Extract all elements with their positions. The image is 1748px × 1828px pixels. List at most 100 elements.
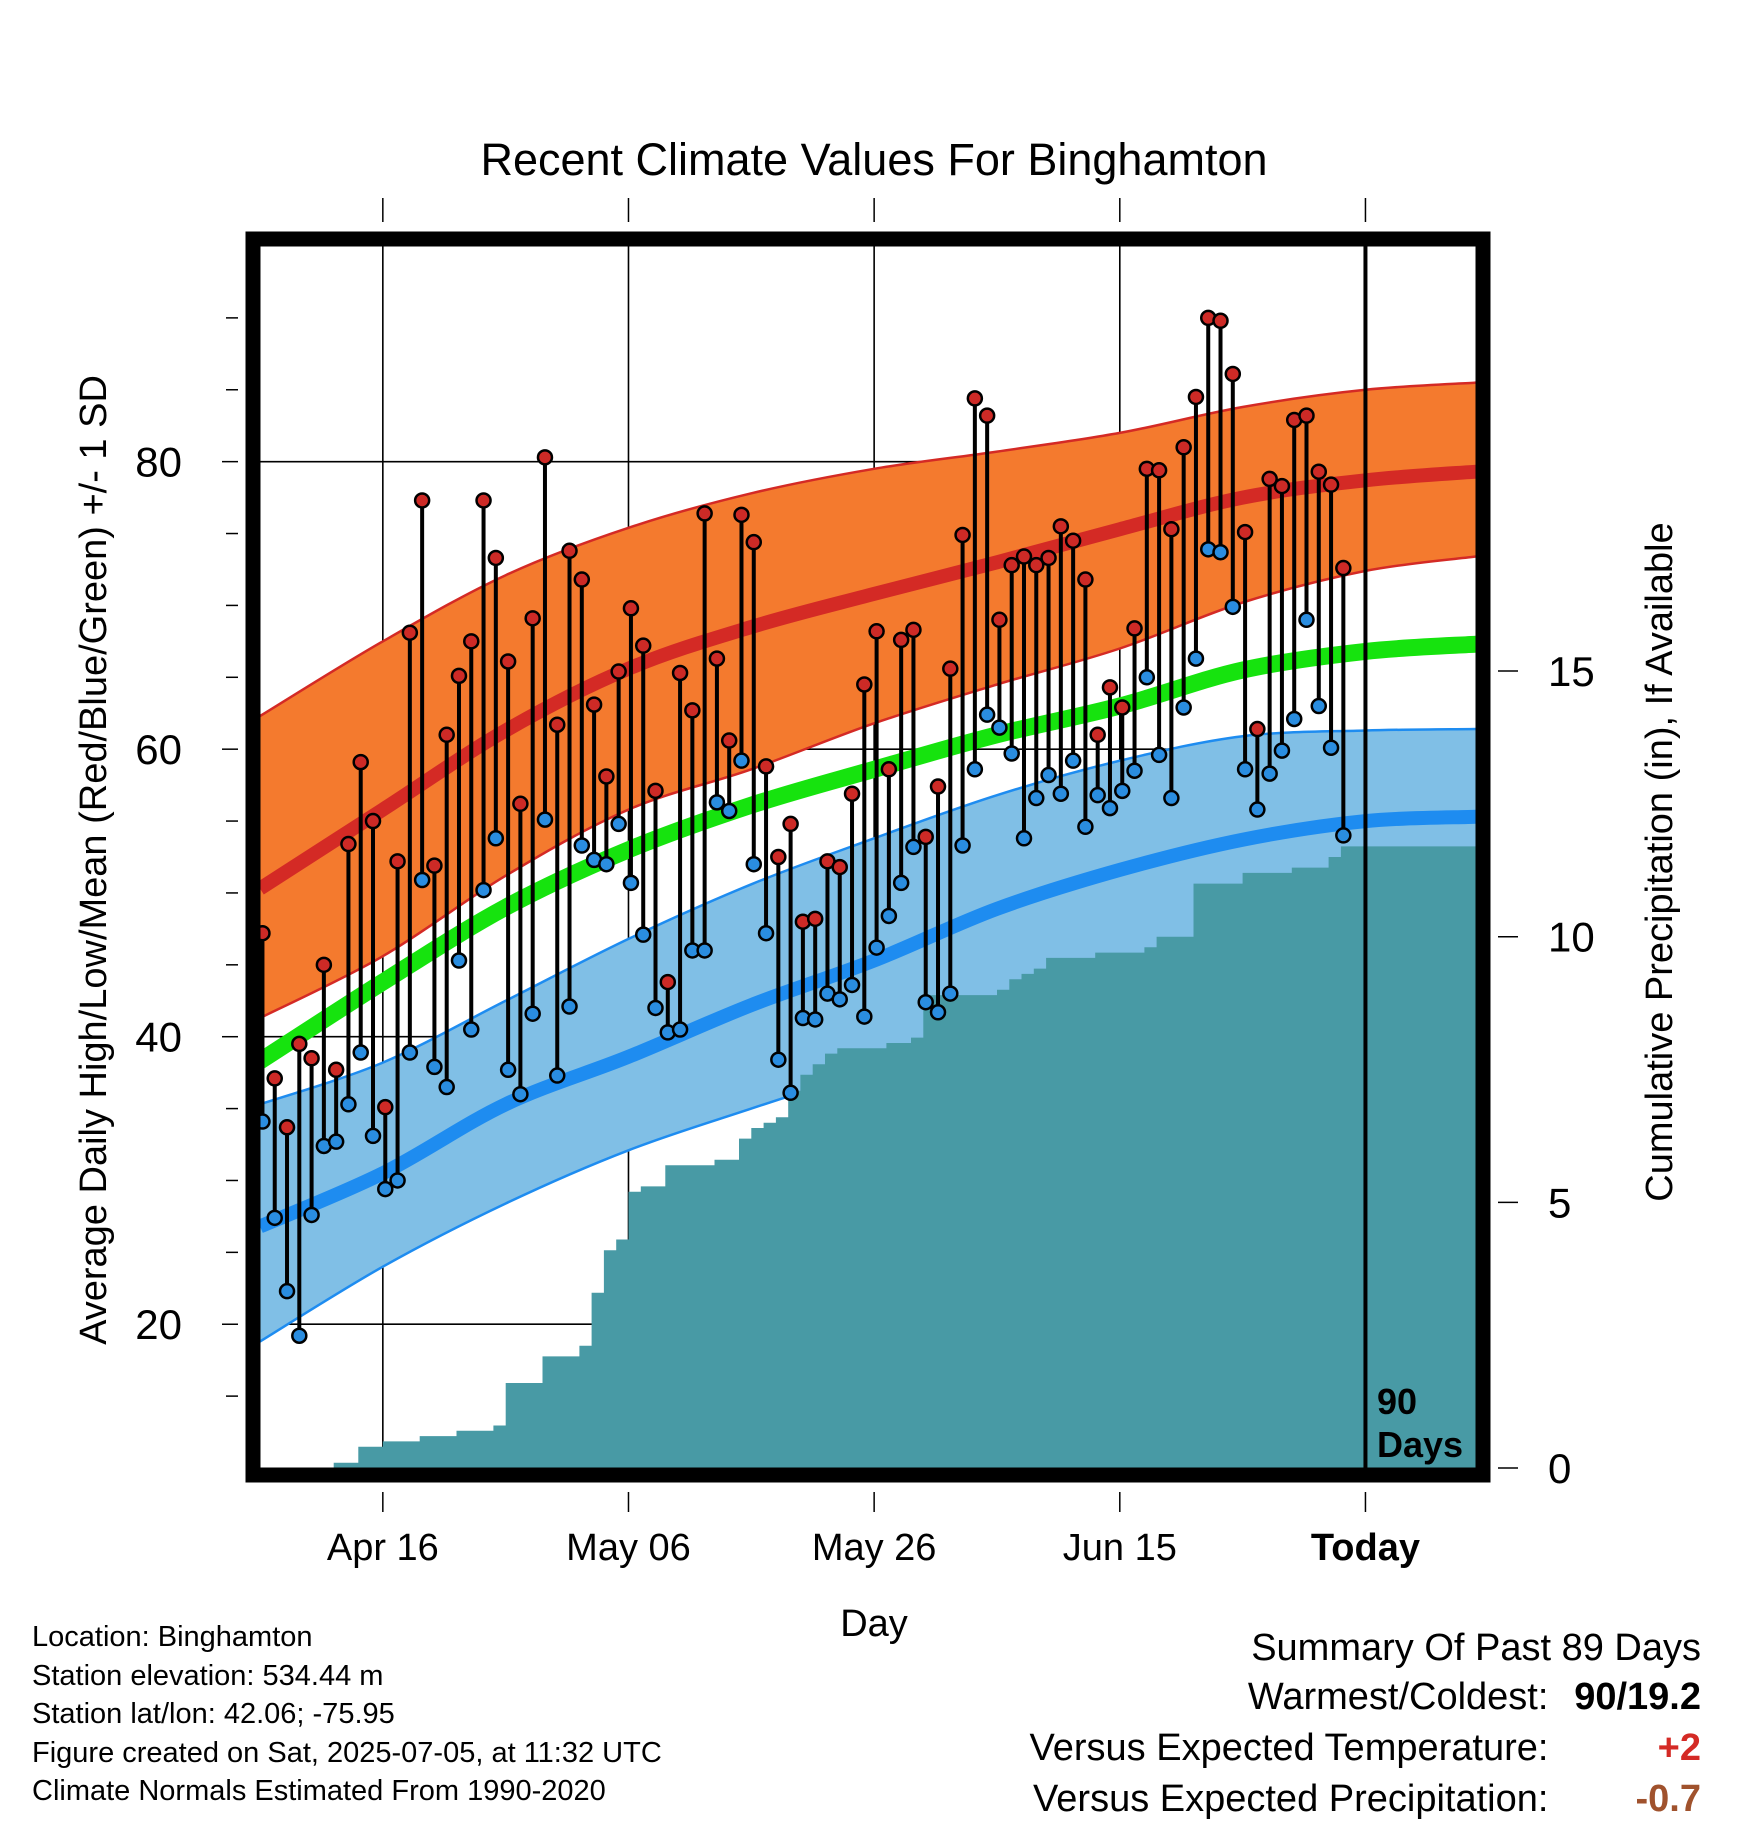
- high-marker: [733, 506, 750, 524]
- high-marker: [585, 696, 603, 713]
- high-marker: [757, 758, 775, 775]
- high-marker: [1175, 439, 1192, 456]
- low-marker: [1150, 746, 1168, 764]
- high-marker: [659, 973, 677, 991]
- low-marker: [720, 802, 738, 820]
- high-marker: [377, 1098, 394, 1116]
- high-marker: [426, 857, 443, 874]
- high-marker: [463, 633, 480, 650]
- high-marker: [548, 716, 566, 733]
- axis-labels: Recent Climate Values For Binghamton Day…: [73, 134, 1681, 1645]
- high-marker: [905, 621, 922, 639]
- low-marker: [1114, 782, 1131, 800]
- warmest-coldest-row: Warmest/Coldest: 90/19.2: [1030, 1672, 1701, 1723]
- low-marker: [708, 794, 726, 811]
- low-marker: [1077, 818, 1094, 836]
- high-marker: [278, 1119, 296, 1136]
- high-marker: [892, 631, 910, 649]
- location-text: Location: Binghamton: [32, 1621, 313, 1653]
- high-marker: [696, 505, 713, 522]
- low-marker: [1261, 765, 1278, 782]
- low-marker: [917, 993, 934, 1011]
- high-marker: [1273, 477, 1291, 495]
- low-marker: [696, 942, 713, 959]
- precip-vs-expected-label: Versus Expected Precipitation:: [1033, 1778, 1549, 1820]
- high-marker: [512, 795, 529, 813]
- low-marker: [1273, 742, 1291, 759]
- low-marker: [610, 815, 627, 833]
- high-marker: [340, 835, 357, 853]
- high-marker: [942, 660, 959, 677]
- x-tick-label: May 06: [566, 1527, 691, 1569]
- low-marker: [450, 952, 468, 969]
- y-tick-label: 40: [135, 1014, 182, 1061]
- x-tick-label: Jun 15: [1063, 1527, 1177, 1569]
- low-marker: [413, 871, 431, 889]
- high-marker: [1089, 726, 1106, 744]
- high-marker: [806, 910, 824, 928]
- high-marker: [991, 611, 1008, 629]
- high-marker: [1163, 520, 1180, 538]
- y-axis-label: Average Daily High/Low/Mean (Red/Blue/Gr…: [73, 375, 115, 1345]
- low-marker: [991, 719, 1008, 736]
- high-marker: [1052, 518, 1070, 535]
- created-text: Figure created on Sat, 2025-07-05, at 11…: [32, 1736, 662, 1769]
- high-marker: [831, 858, 848, 876]
- low-marker: [868, 939, 885, 956]
- low-marker: [1249, 801, 1266, 818]
- low-marker: [377, 1180, 394, 1198]
- high-marker: [1028, 556, 1045, 574]
- low-marker: [733, 752, 750, 769]
- low-marker: [1089, 786, 1106, 804]
- low-marker: [1064, 752, 1082, 769]
- low-marker: [880, 907, 898, 925]
- high-marker: [720, 732, 738, 749]
- low-marker: [1298, 611, 1315, 629]
- warmest-coldest-label: Warmest/Coldest:: [1247, 1676, 1549, 1718]
- high-marker: [475, 492, 492, 509]
- low-marker: [647, 999, 664, 1017]
- x-tick-label: May 26: [812, 1527, 937, 1569]
- low-marker: [843, 976, 861, 994]
- high-marker: [352, 753, 369, 771]
- high-marker: [880, 761, 898, 778]
- daily-stems: [260, 317, 1346, 1336]
- low-marker: [1052, 785, 1070, 802]
- normal-low-line: [257, 809, 1477, 1233]
- summary-panel: Summary Of Past 89 Days Warmest/Coldest:…: [1030, 1624, 1701, 1825]
- high-marker: [1310, 463, 1328, 480]
- high-marker: [1322, 476, 1340, 493]
- high-marker: [487, 549, 505, 567]
- high-marker: [327, 1061, 345, 1079]
- high-marker: [1003, 556, 1020, 574]
- high-marker: [671, 664, 689, 682]
- low-marker: [352, 1044, 369, 1061]
- y2-tick-label: 15: [1548, 648, 1595, 695]
- low-marker: [499, 1061, 517, 1079]
- low-marker: [327, 1133, 345, 1150]
- high-marker: [315, 956, 333, 974]
- high-marker: [782, 815, 799, 833]
- low-marker: [1163, 789, 1180, 807]
- low-marker: [856, 1008, 873, 1025]
- high-marker: [978, 407, 996, 424]
- low-marker: [463, 1021, 480, 1038]
- high-marker: [647, 782, 664, 800]
- low-marker: [573, 837, 591, 854]
- temp-vs-expected-row: Versus Expected Temperature: +2: [1030, 1723, 1701, 1774]
- high-marker: [364, 812, 382, 830]
- low-marker: [1028, 789, 1045, 807]
- low-marker: [401, 1044, 419, 1061]
- high-marker: [536, 449, 554, 466]
- low-marker: [757, 924, 775, 942]
- high-marker: [598, 768, 615, 785]
- high-marker: [499, 653, 517, 670]
- high-marker: [966, 390, 984, 407]
- high-marker: [1236, 523, 1254, 541]
- low-marker: [1322, 739, 1340, 756]
- high-marker: [524, 610, 541, 627]
- low-marker: [364, 1127, 382, 1145]
- high-marker: [708, 650, 726, 667]
- low-marker: [1212, 543, 1229, 561]
- high-marker: [266, 1070, 283, 1087]
